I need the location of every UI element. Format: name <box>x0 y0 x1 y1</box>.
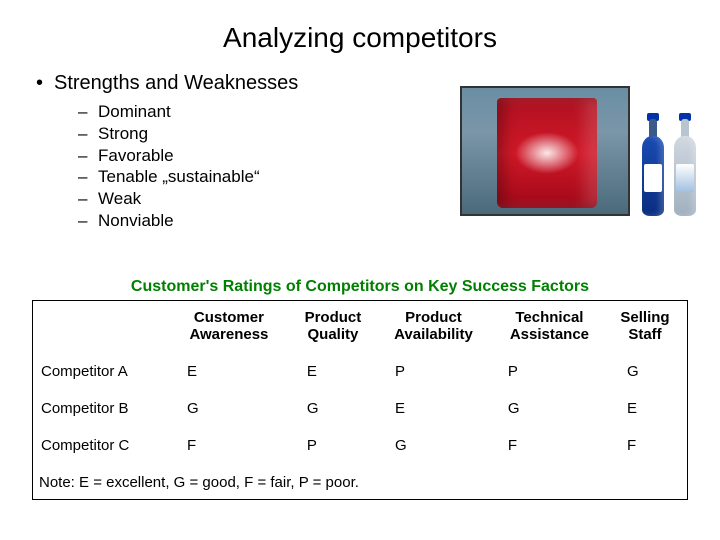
ratings-table: Customer Awareness Product Quality Produ… <box>39 305 681 465</box>
dash-icon: – <box>78 145 98 167</box>
col-header: Selling Staff <box>609 305 681 354</box>
main-bullet-text: Strengths and Weaknesses <box>54 72 298 94</box>
col-header: Customer Awareness <box>169 305 289 354</box>
ratings-header: Customer's Ratings of Competitors on Key… <box>32 278 688 296</box>
dash-icon: – <box>78 123 98 145</box>
sub-item-text: Strong <box>98 124 148 143</box>
cell: G <box>609 353 681 390</box>
cell: F <box>490 427 609 464</box>
col-header: Product Availability <box>377 305 490 354</box>
row-label: Competitor B <box>39 390 169 427</box>
table-row: Competitor A E E P P G <box>39 353 681 390</box>
row-label: Competitor A <box>39 353 169 390</box>
cell: G <box>490 390 609 427</box>
cell: P <box>377 353 490 390</box>
sub-item-text: Weak <box>98 189 141 208</box>
cell: P <box>289 427 377 464</box>
cell: E <box>289 353 377 390</box>
dash-icon: – <box>78 188 98 210</box>
sub-item-text: Tenable „sustainable“ <box>98 167 260 186</box>
sub-item-text: Favorable <box>98 146 174 165</box>
table-row: Competitor B G G E G E <box>39 390 681 427</box>
cell: G <box>377 427 490 464</box>
cell: F <box>609 427 681 464</box>
dash-icon: – <box>78 210 98 232</box>
slide-title: Analyzing competitors <box>32 22 688 54</box>
pepsi-bottles-image <box>638 96 700 216</box>
col-header: Product Quality <box>289 305 377 354</box>
dash-icon: – <box>78 101 98 123</box>
table-header-row: Customer Awareness Product Quality Produ… <box>39 305 681 354</box>
table-row: Competitor C F P G F F <box>39 427 681 464</box>
cell: P <box>490 353 609 390</box>
col-blank <box>39 305 169 354</box>
dash-icon: – <box>78 166 98 188</box>
legend-note: Note: E = excellent, G = good, F = fair,… <box>39 474 681 491</box>
cell: F <box>169 427 289 464</box>
illustration-area <box>460 86 700 216</box>
cell: G <box>289 390 377 427</box>
sub-item-text: Nonviable <box>98 211 174 230</box>
cell: E <box>377 390 490 427</box>
col-header: Technical Assistance <box>490 305 609 354</box>
bullet-dot-icon: • <box>36 72 54 95</box>
cell: G <box>169 390 289 427</box>
bottle-icon <box>638 111 668 216</box>
ratings-table-container: Customer Awareness Product Quality Produ… <box>32 300 688 501</box>
sub-item-text: Dominant <box>98 102 171 121</box>
coke-can-icon <box>497 98 597 208</box>
cell: E <box>169 353 289 390</box>
bottle-icon <box>670 111 700 216</box>
row-label: Competitor C <box>39 427 169 464</box>
coke-building-image <box>460 86 630 216</box>
cell: E <box>609 390 681 427</box>
